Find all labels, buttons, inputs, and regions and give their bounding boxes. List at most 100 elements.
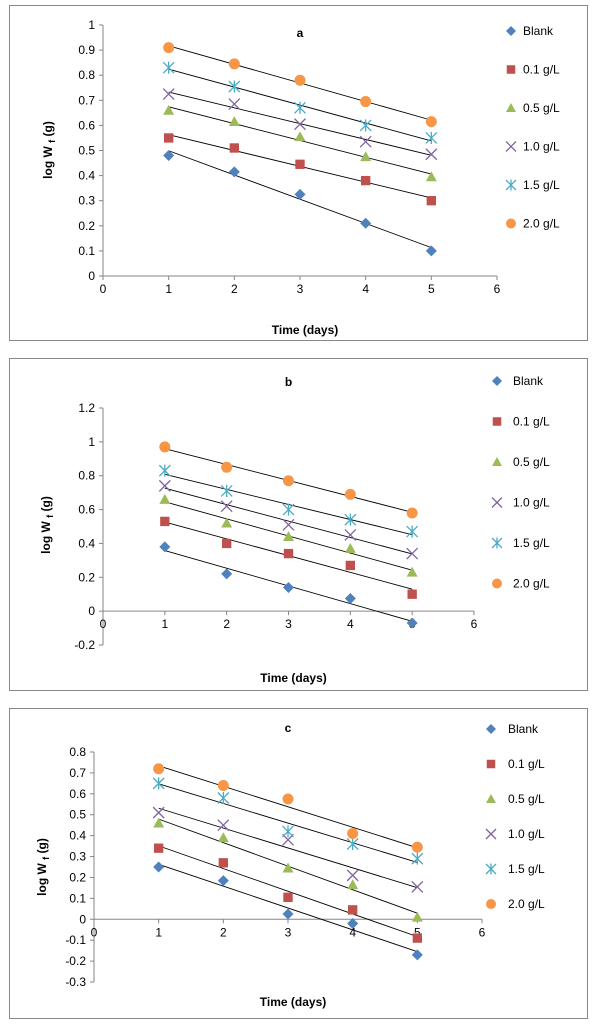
x-tick-label: 2 <box>231 282 238 296</box>
series-2-0-g-l <box>159 441 418 519</box>
x-tick-label: 5 <box>414 925 421 939</box>
data-point <box>159 493 171 504</box>
data-point <box>283 475 294 487</box>
series-0-1-g-l <box>163 133 437 206</box>
legend-label: Blank <box>513 374 544 388</box>
trendline-1-0-g-l <box>158 807 418 889</box>
trendline-1-0-g-l <box>164 487 413 555</box>
data-point <box>217 819 230 832</box>
series-0-5-g-l <box>153 817 423 922</box>
y-tick-label: 0.8 <box>78 68 95 82</box>
chart-panel-a: 0 0.1 0.2 0.3 0.4 0.5 0.6 0.7 0.8 0.9 1 0 1 2 3 4 5 6 a Tim… <box>9 5 588 341</box>
y-tick-label: 1 <box>88 435 95 449</box>
data-point <box>347 879 359 890</box>
data-point <box>406 566 418 577</box>
data-point <box>220 484 233 497</box>
series-1-0-g-l <box>152 806 424 893</box>
data-point <box>153 763 165 775</box>
y-tick-label: 0.3 <box>78 194 95 208</box>
data-point <box>282 833 294 846</box>
data-point <box>406 525 419 538</box>
data-point <box>425 116 437 128</box>
data-point <box>295 159 305 169</box>
legend-label: 1.5 g/L <box>513 536 550 550</box>
trendline-1-5-g-l <box>158 783 418 863</box>
chart-title: b <box>285 375 292 389</box>
data-point <box>425 171 437 182</box>
series-blank <box>159 541 418 629</box>
legend-marker <box>506 26 516 36</box>
series-1-5-g-l <box>158 464 419 538</box>
data-point <box>282 825 294 838</box>
data-point <box>359 119 372 132</box>
data-point <box>228 166 240 178</box>
y-tick-label: 0 <box>79 912 86 926</box>
data-point <box>406 507 418 519</box>
x-tick-label: 1 <box>165 282 172 296</box>
legend-label: 1.0 g/L <box>523 140 560 154</box>
data-point <box>283 531 294 542</box>
data-point <box>221 461 233 473</box>
legend-marker <box>505 141 517 152</box>
y-tick-label: 0.4 <box>78 536 95 550</box>
x-tick-label: 1 <box>155 925 162 939</box>
data-point <box>425 245 437 257</box>
data-point <box>425 148 438 161</box>
data-point <box>360 151 372 162</box>
data-point <box>158 479 171 492</box>
data-point <box>294 131 306 142</box>
data-point <box>425 131 438 144</box>
x-tick-label: 6 <box>471 617 478 631</box>
data-point <box>159 441 171 453</box>
y-tick-label: -0.2 <box>74 638 95 652</box>
data-point <box>360 96 372 108</box>
data-point <box>158 464 171 477</box>
legend-marker <box>506 103 516 112</box>
y-tick-label: 0.8 <box>69 745 86 759</box>
series-0-5-g-l <box>163 104 437 182</box>
series-1-5-g-l <box>162 61 438 144</box>
legend-label: 0.5 g/L <box>508 792 545 806</box>
y-axis-label: log W f (g) <box>39 496 55 554</box>
data-point <box>160 516 170 527</box>
x-tick-label: 1 <box>161 617 168 631</box>
data-point <box>217 779 229 791</box>
data-point <box>406 617 418 629</box>
x-tick-label: 0 <box>100 282 107 296</box>
y-tick-label: 0.3 <box>69 850 86 864</box>
data-point <box>347 905 358 915</box>
data-point <box>360 217 372 229</box>
series-1-0-g-l <box>162 88 438 161</box>
chart-title: a <box>297 26 304 40</box>
legend-label: 0.1 g/L <box>513 415 550 429</box>
legend-marker <box>486 759 496 769</box>
data-point <box>228 98 241 111</box>
data-point <box>228 116 240 127</box>
legend-label: 0.1 g/L <box>523 63 560 77</box>
x-tick-label: 4 <box>347 617 354 631</box>
data-point <box>217 791 230 805</box>
chart-frame <box>9 5 588 341</box>
y-tick-label: 0.6 <box>69 787 86 801</box>
y-tick-label: 0 <box>88 269 95 283</box>
data-point <box>152 777 165 790</box>
legend-marker <box>492 578 502 589</box>
y-tick-label: 0.2 <box>69 870 86 884</box>
y-tick-label: 0.2 <box>78 570 95 584</box>
y-tick-label: -0.2 <box>65 954 86 968</box>
y-tick-label: -0.1 <box>65 933 86 947</box>
data-point <box>228 58 240 70</box>
data-point <box>346 869 359 882</box>
data-point <box>344 529 357 541</box>
legend-label: 2.0 g/L <box>513 577 550 591</box>
data-point <box>153 817 165 828</box>
data-point <box>217 832 229 843</box>
data-point <box>282 908 294 920</box>
data-point <box>221 517 233 528</box>
chart-panel-c: -0.3 -0.2 -0.1 0 0.1 0.2 0.3 0.4 0.5 0.6 0.7 0.8 0 1 2… <box>9 708 588 1019</box>
data-point <box>228 80 241 93</box>
legend-label: 2.0 g/L <box>508 897 545 911</box>
data-point <box>153 861 165 873</box>
x-axis-label: Time (days) <box>272 323 338 337</box>
data-point <box>344 592 356 604</box>
